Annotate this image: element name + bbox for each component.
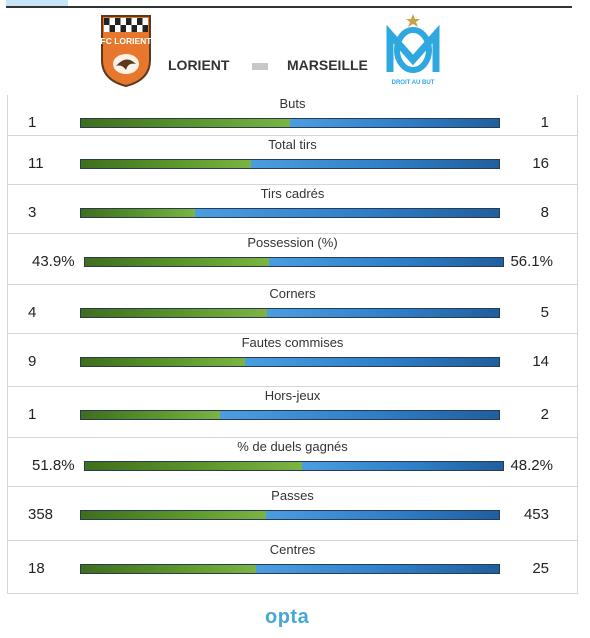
top-accent	[6, 0, 68, 8]
away-value: 8	[540, 204, 549, 221]
away-value: 453	[523, 506, 549, 523]
match-header: FC LORIENT LORIENT MARSEILLE DROIT AU BU…	[0, 10, 590, 95]
stat-bar	[80, 208, 500, 218]
home-value: 4	[28, 304, 37, 321]
home-team-name: LORIENT	[168, 57, 230, 73]
home-value: 1	[28, 114, 37, 131]
stat-row: Hors-jeux 1 2	[7, 387, 578, 438]
away-value: 48.2%	[510, 457, 553, 474]
away-value: 25	[532, 560, 549, 577]
home-bar-segment	[81, 119, 290, 127]
stat-bar	[80, 159, 500, 169]
fc-lorient-logo: FC LORIENT	[101, 15, 153, 88]
away-bar-segment	[195, 209, 499, 217]
fc-lorient-logo-text: FC LORIENT	[101, 36, 153, 46]
home-bar-segment	[81, 358, 245, 366]
versus-separator	[252, 63, 268, 70]
away-bar-segment	[245, 358, 499, 366]
stat-bar	[84, 461, 504, 471]
stat-label: Passes	[271, 488, 314, 503]
stat-label: % de duels gagnés	[237, 439, 348, 454]
home-bar-segment	[81, 565, 256, 573]
home-bar-segment	[85, 462, 302, 470]
stat-row: Total tirs 11 16	[7, 136, 578, 185]
away-value: 5	[540, 304, 549, 321]
stat-row: Buts 1 1	[7, 95, 578, 136]
away-bar-segment	[269, 258, 503, 266]
stat-bar	[80, 510, 500, 520]
stats-table: Buts 1 1 Total tirs 11 16 Tirs cadrés 3 8 Possess…	[7, 95, 578, 594]
stat-label: Total tirs	[268, 137, 317, 152]
home-bar-segment	[81, 209, 195, 217]
away-value: 14	[532, 353, 549, 370]
stat-row: Possession (%) 43.9% 56.1%	[7, 234, 578, 285]
stat-label: Tirs cadrés	[260, 186, 325, 201]
stat-row: Passes 358 453	[7, 487, 578, 541]
home-value: 51.8%	[32, 457, 75, 474]
home-bar-segment	[81, 511, 266, 519]
away-value: 56.1%	[510, 253, 553, 270]
stat-bar	[80, 357, 500, 367]
stat-label: Centres	[269, 542, 316, 557]
away-bar-segment	[267, 309, 499, 317]
home-value: 9	[28, 353, 37, 370]
stat-row: % de duels gagnés 51.8% 48.2%	[7, 438, 578, 487]
stat-row: Fautes commises 9 14	[7, 334, 578, 387]
home-value: 358	[28, 506, 54, 523]
away-bar-segment	[220, 411, 499, 419]
stat-row: Corners 4 5	[7, 285, 578, 334]
away-bar-segment	[266, 511, 499, 519]
stat-bar	[80, 564, 500, 574]
home-value: 43.9%	[32, 253, 75, 270]
stat-row: Centres 18 25	[7, 541, 578, 594]
away-bar-segment	[256, 565, 499, 573]
opta-logo: opta	[265, 606, 310, 628]
olympique-marseille-logo-text: DROIT AU BUT	[392, 80, 435, 86]
home-value: 11	[28, 155, 44, 172]
stat-bar	[80, 118, 500, 128]
away-value: 2	[540, 406, 549, 423]
away-bar-segment	[251, 160, 499, 168]
stat-row: Tirs cadrés 3 8	[7, 185, 578, 234]
away-value: 16	[532, 155, 549, 172]
home-value: 18	[28, 560, 45, 577]
stat-bar	[80, 410, 500, 420]
home-bar-segment	[81, 160, 251, 168]
home-value: 3	[28, 204, 37, 221]
away-team-name: MARSEILLE	[287, 57, 368, 73]
home-bar-segment	[85, 258, 269, 266]
away-value: 1	[540, 114, 549, 131]
home-value: 1	[28, 406, 37, 423]
home-bar-segment	[81, 411, 220, 419]
top-rule	[6, 6, 572, 8]
stat-label: Buts	[279, 96, 306, 111]
stat-bar	[84, 257, 504, 267]
stat-label: Hors-jeux	[264, 388, 321, 403]
away-bar-segment	[302, 462, 503, 470]
olympique-marseille-logo: DROIT AU BUT	[386, 14, 440, 86]
stat-label: Possession (%)	[247, 235, 338, 250]
stat-label: Corners	[269, 286, 316, 301]
stat-label: Fautes commises	[241, 335, 344, 350]
home-bar-segment	[81, 309, 267, 317]
away-bar-segment	[290, 119, 499, 127]
stat-bar	[80, 308, 500, 318]
